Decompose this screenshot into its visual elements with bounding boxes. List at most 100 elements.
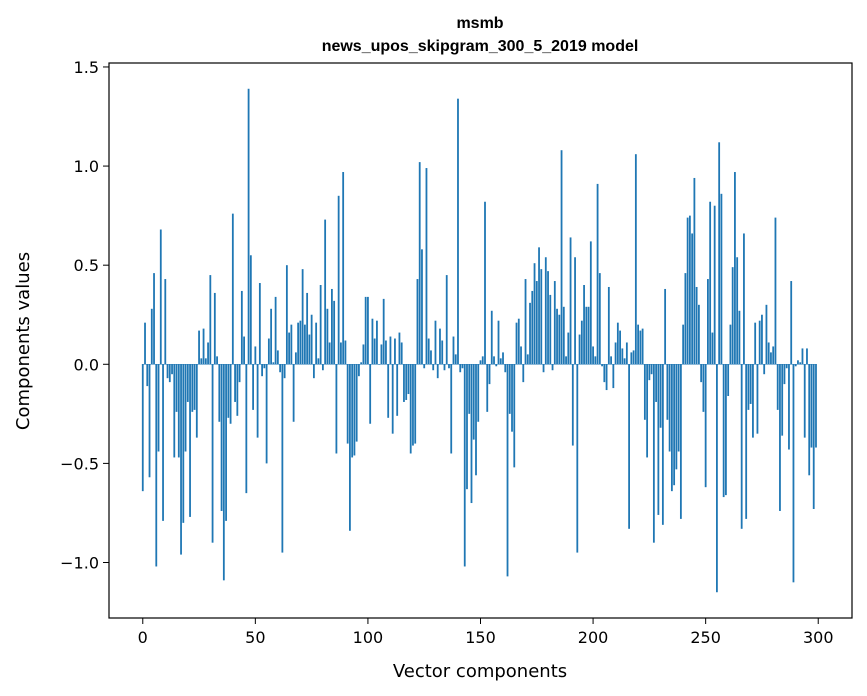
bar-185 (558, 314, 561, 365)
bar-44 (240, 290, 243, 365)
bar-130 (434, 320, 437, 365)
bar-220 (637, 324, 640, 365)
y-axis-ticks: −1.0 −0.5 0.0 0.5 1.0 1.5 (60, 58, 109, 573)
bar-41 (234, 364, 236, 402)
bar-25 (198, 330, 200, 365)
bar-0 (141, 364, 144, 492)
bar-68 (294, 352, 297, 365)
x-tick-label: 300 (803, 628, 834, 647)
bar-291 (797, 360, 799, 365)
bar-118 (407, 364, 410, 395)
bar-152 (484, 201, 486, 365)
y-tick-label: −1.0 (60, 554, 99, 573)
bar-256 (718, 142, 721, 365)
bar-79 (319, 285, 322, 365)
bar-91 (346, 364, 349, 444)
x-axis-label: Vector components (393, 661, 567, 682)
bar-19 (184, 364, 187, 452)
bar-158 (497, 320, 500, 365)
bar-3 (148, 364, 151, 478)
bar-228 (655, 364, 658, 402)
bar-252 (709, 201, 712, 365)
bar-22 (191, 364, 194, 412)
bar-234 (668, 364, 671, 452)
bar-227 (652, 364, 655, 543)
bar-201 (594, 356, 597, 365)
bar-265 (738, 310, 741, 365)
bar-281 (774, 217, 777, 365)
bar-121 (414, 364, 417, 444)
bar-23 (193, 364, 196, 410)
bar-284 (781, 364, 784, 436)
bar-98 (362, 344, 365, 365)
bar-247 (698, 304, 700, 365)
bar-184 (556, 308, 558, 365)
bar-183 (553, 281, 556, 365)
bar-111 (391, 364, 394, 434)
bar-80 (321, 364, 324, 371)
bar-43 (238, 364, 241, 383)
bar-102 (371, 318, 374, 365)
y-axis-label: Components values (13, 252, 34, 430)
bar-78 (317, 358, 320, 365)
bar-190 (569, 237, 572, 365)
bar-131 (436, 364, 439, 379)
bar-47 (247, 88, 250, 365)
bar-17 (180, 364, 182, 555)
bar-176 (538, 247, 540, 365)
bar-175 (535, 281, 538, 365)
bar-211 (616, 322, 619, 365)
bar-137 (450, 364, 453, 454)
bar-187 (562, 306, 565, 365)
bar-242 (686, 217, 689, 365)
bar-270 (749, 364, 752, 404)
bar-36 (222, 364, 225, 581)
bar-222 (641, 328, 644, 365)
bar-69 (297, 322, 300, 365)
bar-33 (216, 356, 218, 365)
x-tick-label: 100 (353, 628, 384, 647)
bar-1 (144, 322, 146, 365)
bar-199 (589, 241, 592, 365)
bar-84 (331, 288, 333, 365)
bar-145 (468, 364, 471, 414)
bar-168 (520, 346, 522, 365)
bar-296 (808, 364, 811, 476)
bar-181 (549, 294, 552, 365)
bar-213 (621, 348, 624, 365)
bar-107 (382, 298, 385, 365)
bar-200 (592, 346, 594, 365)
bar-7 (157, 364, 160, 452)
bar-292 (799, 362, 802, 365)
bar-100 (367, 296, 369, 365)
bar-94 (353, 364, 356, 456)
bar-21 (189, 364, 191, 517)
bar-127 (427, 338, 430, 365)
bar-89 (342, 172, 345, 365)
bar-267 (743, 233, 745, 365)
y-tick-label: −0.5 (60, 454, 99, 473)
bar-279 (770, 352, 772, 365)
y-tick-label: 0.0 (74, 355, 99, 374)
bar-51 (256, 364, 259, 438)
bar-148 (475, 364, 477, 476)
bar-262 (731, 267, 734, 365)
bar-233 (666, 364, 669, 420)
bar-61 (279, 364, 282, 373)
bar-209 (612, 364, 615, 389)
bar-30 (209, 275, 212, 365)
bar-179 (544, 257, 547, 365)
bar-110 (389, 336, 392, 365)
bar-290 (794, 364, 797, 367)
bar-38 (227, 364, 230, 418)
bar-97 (360, 362, 363, 365)
bar-157 (495, 364, 498, 367)
bar-139 (454, 354, 457, 365)
bar-224 (646, 364, 649, 458)
bar-277 (765, 304, 768, 365)
bar-217 (630, 352, 633, 365)
bar-236 (673, 364, 676, 486)
bar-178 (542, 364, 545, 373)
bar-65 (288, 332, 291, 365)
bar-2 (146, 364, 149, 387)
